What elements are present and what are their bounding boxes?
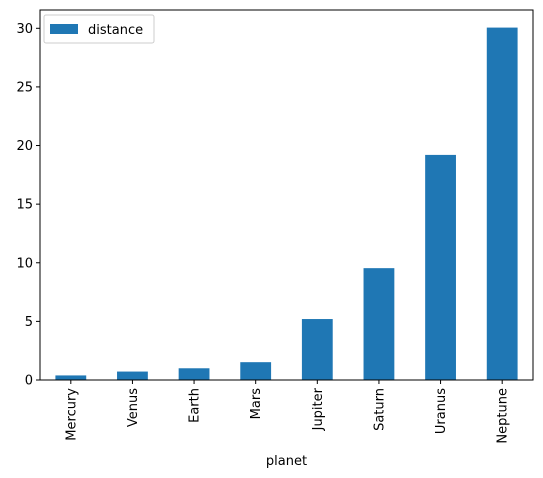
y-tick-label: 30 bbox=[16, 22, 33, 37]
bar-mercury bbox=[55, 375, 87, 380]
x-tick-label: Earth bbox=[188, 388, 203, 423]
x-tick-label: Neptune bbox=[496, 388, 511, 444]
bar-neptune bbox=[486, 27, 518, 381]
legend: distance bbox=[43, 14, 155, 44]
x-axis-label: planet bbox=[266, 454, 307, 469]
x-axis-ticks: Mercury Venus Earth Mars Jupiter Saturn Uranus… bbox=[64, 380, 511, 444]
y-tick-label: 5 bbox=[25, 315, 33, 330]
legend-swatch bbox=[50, 24, 78, 34]
bar-uranus bbox=[425, 154, 456, 380]
y-tick-label: 20 bbox=[16, 139, 33, 154]
bar-earth bbox=[178, 368, 210, 380]
plot-frame bbox=[39, 9, 534, 381]
x-tick-label: Mercury bbox=[64, 388, 79, 441]
legend-box bbox=[43, 14, 155, 44]
x-tick-label: Mars bbox=[249, 388, 264, 420]
y-tick-label: 0 bbox=[25, 374, 33, 389]
bar-venus bbox=[117, 371, 148, 380]
bar-mars bbox=[240, 362, 272, 380]
legend-label: distance bbox=[88, 23, 143, 38]
bar-saturn bbox=[363, 268, 395, 380]
y-tick-label: 15 bbox=[16, 198, 33, 213]
bar-jupiter bbox=[301, 319, 333, 380]
x-tick-label: Uranus bbox=[434, 388, 449, 434]
x-tick-label: Jupiter bbox=[311, 387, 326, 431]
y-tick-label: 10 bbox=[16, 256, 33, 271]
x-tick-label: Saturn bbox=[372, 388, 387, 431]
y-axis-ticks: 0 5 10 15 20 25 30 bbox=[16, 22, 40, 389]
bars-group bbox=[55, 27, 518, 381]
y-tick-label: 25 bbox=[16, 80, 33, 95]
x-tick-label: Venus bbox=[126, 388, 141, 427]
